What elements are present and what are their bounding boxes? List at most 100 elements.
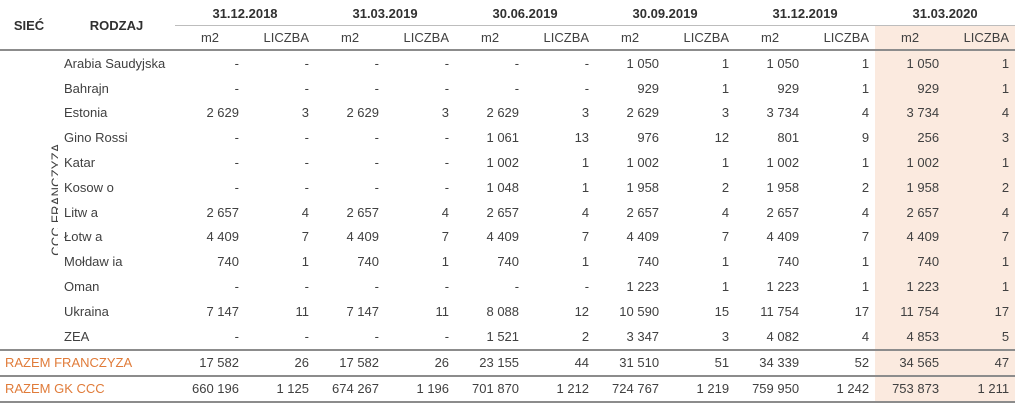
cell-store-count: - (385, 323, 456, 351)
cell-store-count: 3 (945, 125, 1015, 151)
cell-store-count: 12 (714, 130, 730, 146)
unit-header-count: LICZBA (805, 25, 876, 51)
cell-area-m2: - (374, 130, 380, 146)
total-area-m2: 753 873 (875, 375, 946, 403)
cell-area-m2: 1 002 (766, 155, 800, 171)
cell-store-count: 1 (721, 55, 730, 71)
country-name: Mołdaw ia (64, 254, 123, 270)
cell-store-count: 4 (721, 204, 730, 220)
cell-area-m2: 1 002 (486, 155, 520, 171)
period-header: 31.12.2018 (175, 2, 316, 26)
cell-area-m2: 4 409 (346, 229, 380, 245)
cell-store-count: 1 (861, 55, 870, 71)
cell-area-m2: 1 521 (455, 323, 526, 351)
cell-store-count: - (444, 80, 450, 96)
cell-area-m2: 929 (777, 80, 800, 96)
cell-store-count: 2 (721, 179, 730, 195)
cell-area-m2: 2 629 (626, 105, 660, 121)
cell-area-m2: 2 657 (346, 204, 380, 220)
cell-area-m2: 740 (217, 254, 239, 270)
cell-store-count: 1 (945, 50, 1015, 76)
cell-area-m2: 740 (875, 249, 946, 275)
cell-store-count: 4 (441, 204, 450, 220)
cell-area-m2: 1 223 (766, 279, 800, 295)
cell-store-count: 2 (861, 179, 870, 195)
cell-area-m2: 1 061 (486, 130, 520, 146)
table-row: Mołdaw ia 740 1 740 1 740 1 740 1 740 1 740 1 (0, 249, 1015, 275)
cell-store-count: - (304, 179, 310, 195)
cell-area-m2: - (234, 155, 239, 171)
column-header-siec: SIEĆ (0, 2, 58, 51)
total-row: RAZEM GK CCC 660 196 1 125 674 267 1 196 701 … (0, 375, 1015, 403)
table-row: Ukraina 7 147 11 7 147 11 8 088 12 10 590 15 11 7… (0, 298, 1015, 324)
period-header: 31.03.2020 (875, 2, 1015, 26)
cell-area-m2: 1 958 (875, 174, 946, 200)
cell-store-count: 1 (945, 75, 1015, 101)
cell-area-m2: - (234, 130, 239, 146)
country-name: Oman (64, 279, 100, 295)
table-row: Estonia 2 629 3 2 629 3 2 629 3 2 629 3 3 734 4 3 7… (0, 100, 1015, 126)
cell-area-m2: 2 657 (875, 199, 946, 225)
cell-area-m2: 1 958 (626, 179, 660, 195)
cell-area-m2: 8 088 (486, 303, 520, 319)
cell-area-m2: - (175, 323, 245, 351)
cell-area-m2: 3 734 (875, 100, 946, 126)
table-row: Oman - - - - - -1 223 1 1 223 1 1 223 1 (0, 274, 1015, 299)
table-row: Kosow o----1 048 1 1 958 2 1 958 2 1 958 2 (0, 174, 1015, 200)
country-name: Łotw a (64, 229, 103, 245)
group-label-cell: CCC FRANCZYZA (0, 50, 58, 351)
total-area-m2: 17 582 (175, 349, 245, 377)
cell-store-count: 2 (525, 323, 596, 351)
total-store-count: 51 (665, 349, 736, 377)
total-area-m2: 34 339 (735, 349, 806, 377)
cell-store-count: 1 (945, 150, 1015, 175)
total-area-m2: 724 767 (595, 375, 666, 403)
cell-area-m2: - (234, 55, 239, 71)
period-header: 30.06.2019 (455, 2, 596, 26)
group-label: CCC FRANCZYZA (48, 143, 58, 256)
cell-store-count: 3 (581, 105, 590, 121)
cell-store-count: - (304, 155, 310, 171)
unit-header-m2: m2 (735, 25, 806, 51)
cell-store-count: 3 (441, 105, 450, 121)
cell-store-count: 9 (861, 130, 870, 146)
cell-store-count: 1 (581, 179, 590, 195)
total-area-m2: 34 565 (875, 349, 946, 377)
cell-area-m2: 740 (357, 254, 380, 270)
total-area-m2: 23 155 (455, 349, 526, 377)
cell-area-m2: 1 002 (626, 155, 660, 171)
column-header-rodzaj: RODZAJ (58, 2, 175, 51)
country-name: Bahrajn (64, 80, 109, 96)
cell-area-m2: - (514, 279, 520, 295)
cell-store-count: - (304, 80, 310, 96)
cell-store-count: 1 (861, 279, 870, 295)
cell-store-count: - (304, 130, 310, 146)
cell-area-m2: 2 657 (206, 204, 239, 220)
cell-store-count: - (584, 55, 590, 71)
cell-store-count: - (245, 323, 316, 351)
unit-header-m2: m2 (875, 25, 946, 51)
cell-area-m2: 1 958 (766, 179, 800, 195)
cell-store-count: 1 (581, 254, 590, 270)
cell-area-m2: - (374, 55, 380, 71)
total-store-count: 26 (385, 349, 456, 377)
cell-store-count: 2 (945, 174, 1015, 200)
cell-store-count: 1 (441, 254, 450, 270)
cell-area-m2: 256 (875, 125, 946, 151)
cell-store-count: - (444, 179, 450, 195)
table-row: ZEA - - - -1 521 2 3 347 3 4 082 4 4 853 5 (0, 323, 1015, 351)
unit-header-count: LICZBA (525, 25, 596, 51)
cell-area-m2: 4 082 (735, 323, 806, 351)
country-name: Gino Rossi (64, 130, 128, 146)
period-header: 31.03.2019 (315, 2, 456, 26)
cell-area-m2: 4 409 (766, 229, 800, 245)
cell-store-count: 17 (854, 303, 870, 319)
cell-area-m2: 4 409 (206, 229, 239, 245)
cell-area-m2: 2 657 (486, 204, 520, 220)
unit-header-m2: m2 (315, 25, 386, 51)
country-name: Katar (64, 155, 96, 171)
total-row: RAZEM FRANCZYZA 17 582 26 17 582 26 23 155 44 3… (0, 349, 1015, 377)
total-area-m2: 674 267 (315, 375, 386, 403)
